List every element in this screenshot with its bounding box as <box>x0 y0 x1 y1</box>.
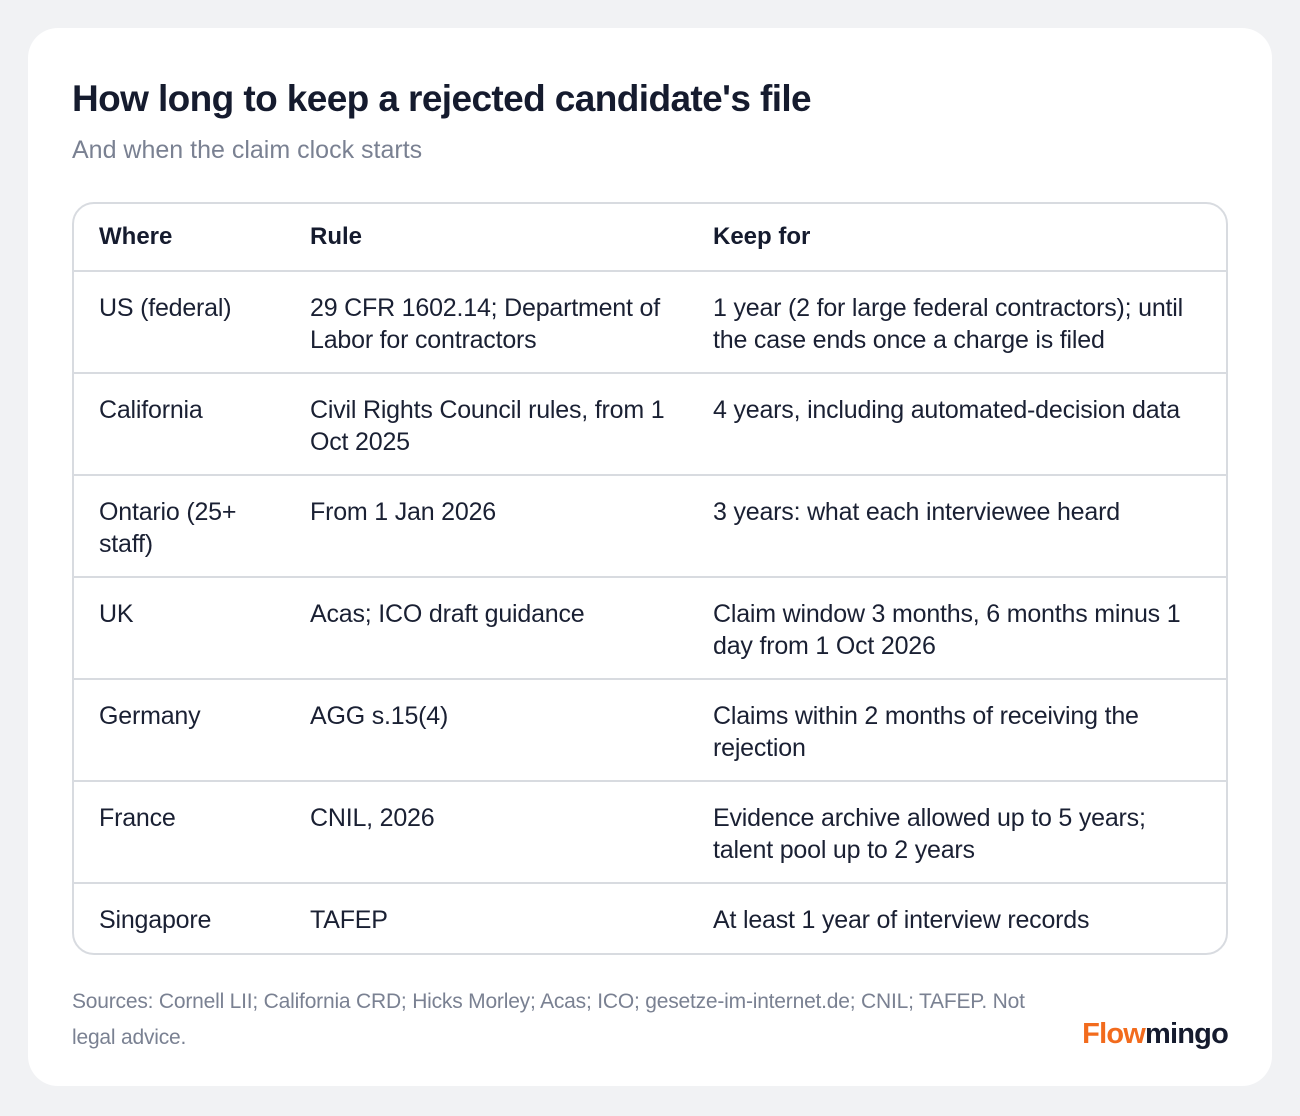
cell-rule: From 1 Jan 2026 <box>285 475 688 578</box>
cell-rule: CNIL, 2026 <box>285 781 688 884</box>
cell-keep-for: Claims within 2 months of receiving the … <box>688 679 1226 782</box>
table-header-row: Where Rule Keep for <box>74 204 1226 272</box>
cell-keep-for: 4 years, including automated-decision da… <box>688 373 1226 476</box>
brand-logo-part-flow: Flow <box>1082 1018 1146 1050</box>
cell-where: France <box>74 781 285 884</box>
cell-keep-for: 1 year (2 for large federal contractors)… <box>688 271 1226 374</box>
card: How long to keep a rejected candidate's … <box>28 28 1272 1086</box>
cell-where: Germany <box>74 679 285 782</box>
retention-table: Where Rule Keep for US (federal) 29 CFR … <box>74 204 1226 953</box>
cell-keep-for: Claim window 3 months, 6 months minus 1 … <box>688 577 1226 680</box>
table-row: California Civil Rights Council rules, f… <box>74 373 1226 476</box>
cell-rule: AGG s.15(4) <box>285 679 688 782</box>
cell-where: UK <box>74 577 285 680</box>
cell-where: Ontario (25+ staff) <box>74 475 285 578</box>
cell-rule: TAFEP <box>310 906 388 934</box>
brand-logo: Flowmingo <box>1082 1018 1229 1051</box>
table-header: Where Rule Keep for <box>74 204 1226 272</box>
sources-note: Sources: Cornell LII; California CRD; Hi… <box>72 990 1025 1049</box>
cell-rule: 29 CFR 1602.14; Department of Labor for … <box>285 271 688 374</box>
page-title: How long to keep a rejected candidate's … <box>72 78 812 119</box>
cell-keep-for: Evidence archive allowed up to 5 years; … <box>688 781 1226 884</box>
cell-where: California <box>74 373 285 476</box>
table-row: France CNIL, 2026 Evidence archive allow… <box>74 781 1226 884</box>
table-body: US (federal) 29 CFR 1602.14; Department … <box>74 271 1226 953</box>
cell-rule: Civil Rights Council rules, from 1 Oct 2… <box>285 373 688 476</box>
cell-keep-for: At least 1 year of interview records <box>713 906 1090 934</box>
cell-keep-for: 3 years: what each interviewee heard <box>688 475 1226 578</box>
retention-table-container: Where Rule Keep for US (federal) 29 CFR … <box>72 202 1228 955</box>
brand-logo-part-mingo: mingo <box>1145 1018 1229 1050</box>
table-row: UK Acas; ICO draft guidance Claim window… <box>74 577 1226 680</box>
cell-where: Singapore <box>99 906 212 934</box>
column-header-where: Where <box>74 204 285 272</box>
cell-where: US (federal) <box>74 271 285 374</box>
table-row: Singapore TAFEP At least 1 year of inter… <box>74 883 1226 953</box>
table-row: Germany AGG s.15(4) Claims within 2 mont… <box>74 679 1226 782</box>
table-row: US (federal) 29 CFR 1602.14; Department … <box>74 271 1226 374</box>
column-header-keep-for: Keep for <box>688 204 1226 272</box>
cell-rule: Acas; ICO draft guidance <box>285 577 688 680</box>
column-header-rule: Rule <box>285 204 688 272</box>
page-subtitle: And when the claim clock starts <box>72 136 423 164</box>
table-row: Ontario (25+ staff) From 1 Jan 2026 3 ye… <box>74 475 1226 578</box>
